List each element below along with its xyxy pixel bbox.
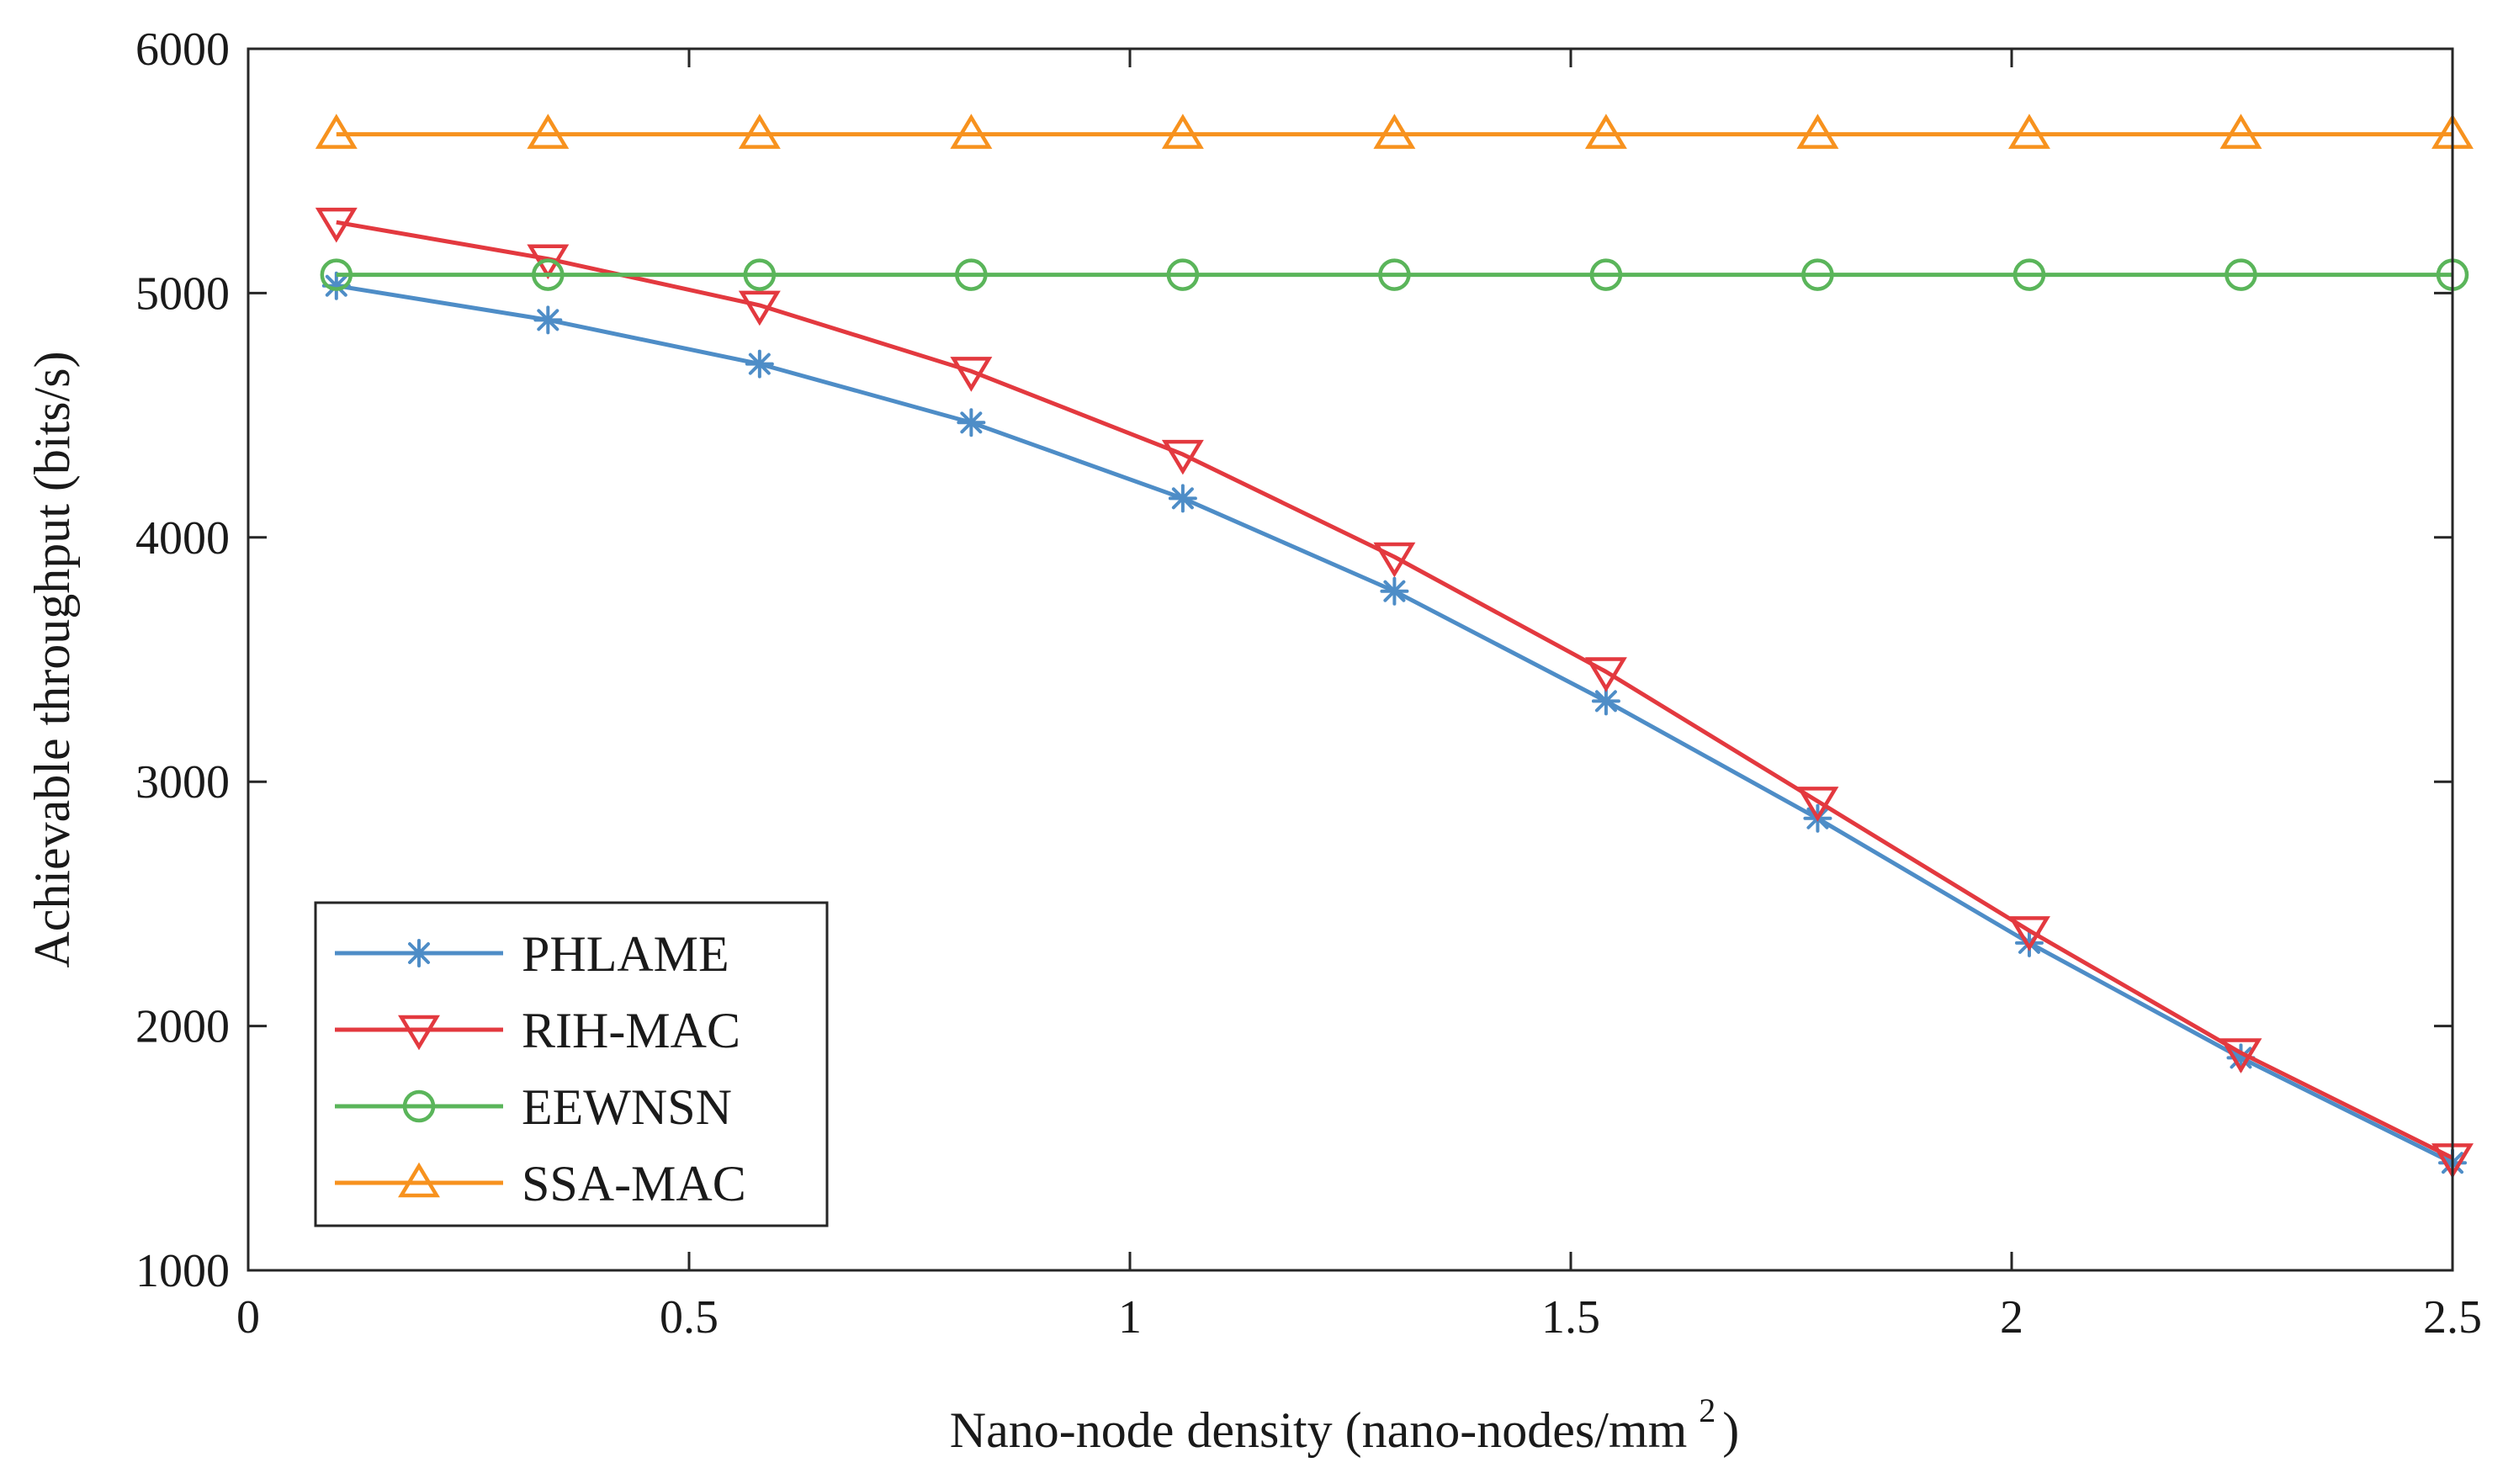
legend-label: PHLAME [522,926,729,982]
y-axis-label: Achievable throughput (bits/s) [24,351,80,967]
x-axis-label-close: ) [1722,1402,1739,1458]
data-point-phlame [1380,576,1409,606]
data-point-phlame [957,408,986,437]
x-axis-label-main: Nano-node density (nano-nodes/mm [950,1402,1687,1458]
data-point-ssa-mac [1584,114,1627,149]
x-tick-label: 1 [1118,1291,1142,1344]
legend-box [314,901,829,1227]
data-point-rih-mac [527,244,570,280]
data-point-ssa-mac [315,114,358,149]
data-point-ssa-mac [2007,114,2050,149]
y-tick-label: 1000 [135,1245,230,1297]
data-point-rih-mac [1796,787,1839,822]
data-point-eewnsn [955,258,988,291]
data-point-ssa-mac [950,114,993,149]
legend-label: RIH-MAC [522,1003,740,1058]
data-point-rih-mac [315,207,358,243]
data-point-rih-mac [738,290,781,326]
legend-label: SSA-MAC [522,1156,746,1211]
data-point-ssa-mac [1796,114,1839,149]
legend-entry-ssa-mac: SSA-MAC [335,1156,746,1211]
legend-marker [402,1089,436,1123]
legend-entry-eewnsn: EEWNSN [335,1079,732,1135]
legend: PHLAME RIH-MAC EEWNSN SSA-MAC [314,901,829,1227]
series-line-rih-mac [336,220,2454,1160]
legend-marker [405,939,433,967]
y-tick-label: 6000 [135,24,230,76]
data-point-eewnsn [743,258,777,291]
data-point-ssa-mac [1373,114,1416,149]
data-point-phlame [1168,484,1197,513]
data-point-phlame [1591,686,1620,716]
legend-entry-rih-mac: RIH-MAC [335,1003,740,1058]
data-point-eewnsn [2225,258,2257,291]
y-tick-label: 4000 [135,512,230,564]
data-point-eewnsn [1166,258,1200,291]
legend-entries: PHLAME RIH-MAC EEWNSN SSA-MAC [335,926,746,1211]
legend-marker [398,1162,440,1198]
x-tick-label: 1.5 [1541,1291,1600,1344]
x-axis-label-superscript: 2 [1699,1391,1716,1429]
data-point-eewnsn [2012,258,2046,291]
data-point-eewnsn [1801,258,1834,291]
legend-entry-phlame: PHLAME [335,926,729,982]
data-point-eewnsn [320,258,353,291]
data-point-eewnsn [1378,258,1411,291]
x-axis-label: Nano-node density (nano-nodes/mm 2) [950,1391,1739,1458]
legend-label: EEWNSN [522,1079,732,1135]
series-layer [315,114,2474,1179]
data-point-rih-mac [950,357,993,392]
x-tick-label: 0 [236,1291,260,1344]
data-point-eewnsn [532,258,565,291]
x-tick-label: 2 [2000,1291,2023,1344]
x-tick-label: 0.5 [660,1291,719,1344]
x-tick-label: 2.5 [2423,1291,2482,1344]
data-point-ssa-mac [1161,114,1204,149]
ticks-layer: 0 0.5 1 1.5 2 2.5 1000 2000 3000 4000 5000 6000 [135,24,2482,1344]
y-tick-label: 3000 [135,756,230,808]
data-point-ssa-mac [738,114,781,149]
data-point-rih-mac [2219,1038,2262,1073]
y-tick-label: 2000 [135,1001,230,1053]
data-point-phlame [745,349,774,379]
plot-frame [247,47,2454,1272]
data-point-ssa-mac [2219,114,2262,149]
data-point-rih-mac [1584,657,1627,692]
y-tick-label: 5000 [135,268,230,320]
series-rih-mac [315,207,2474,1179]
data-point-eewnsn [1589,258,1623,291]
data-point-rih-mac [1373,542,1416,578]
data-point-ssa-mac [527,114,570,149]
data-point-rih-mac [2007,916,2050,951]
data-point-rih-mac [1161,439,1204,475]
data-point-phlame [533,305,563,335]
legend-marker [398,1015,440,1051]
